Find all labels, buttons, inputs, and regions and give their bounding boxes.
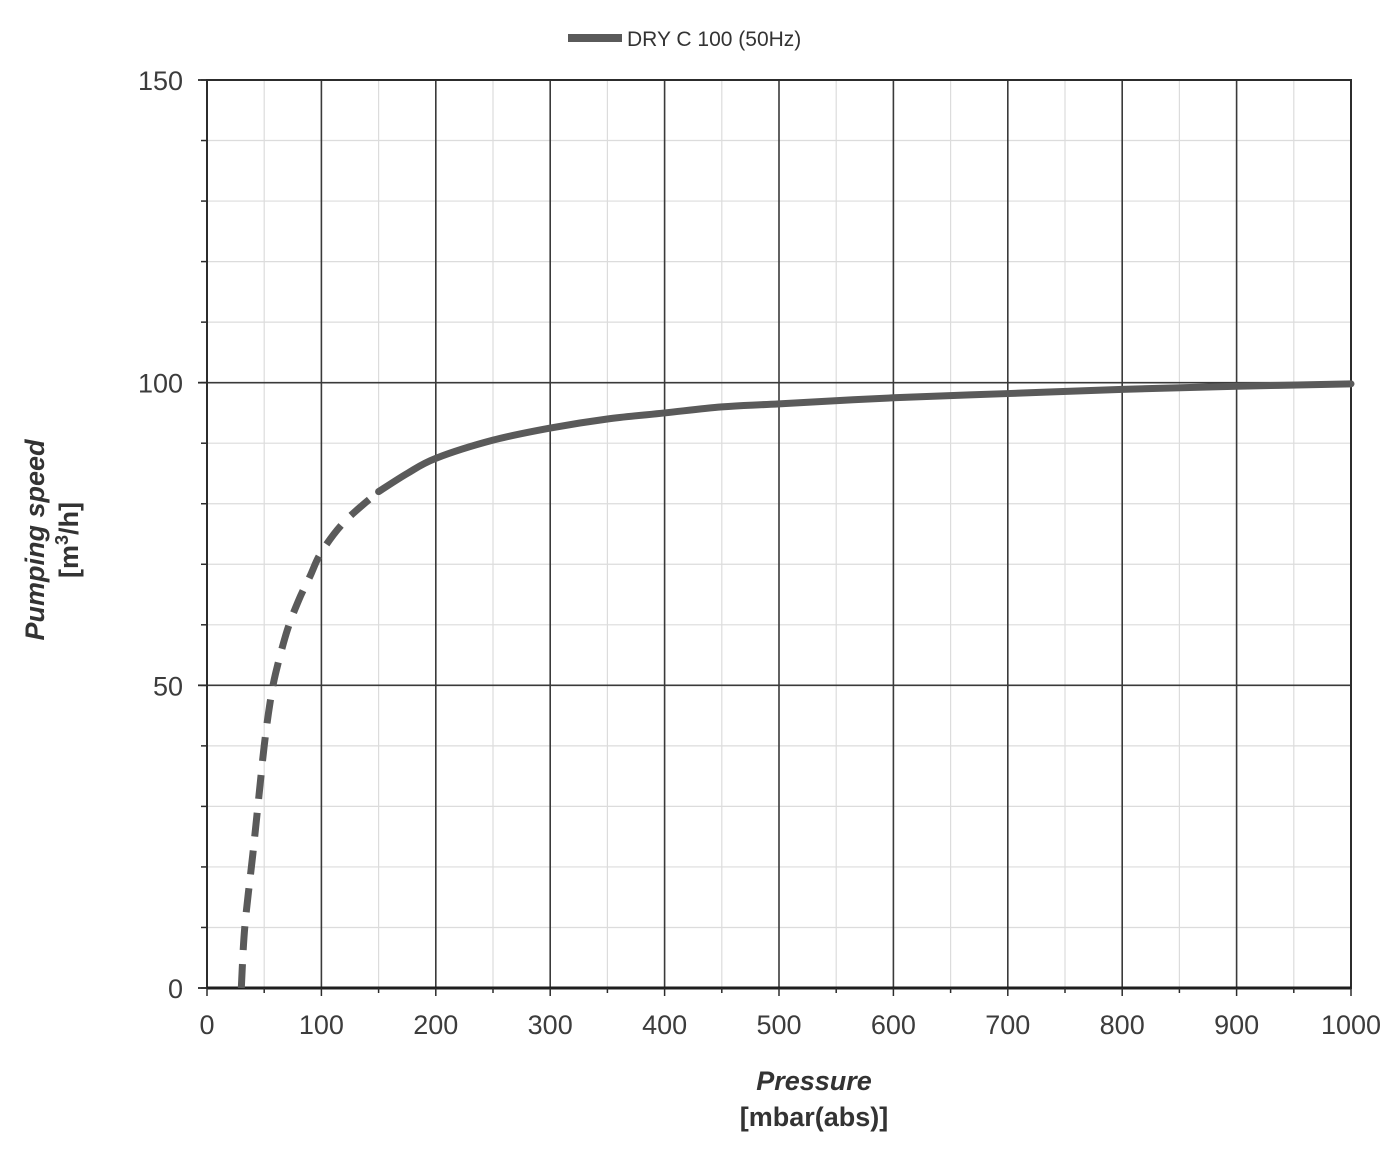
x-tick-label: 400 xyxy=(642,1010,687,1040)
series-line-dashed xyxy=(237,488,381,989)
y-unit-suffix: /h] xyxy=(54,502,84,535)
y-axis-unit-group: [m3/h] xyxy=(52,502,84,578)
y-tick-labels: 0 50 100 150 xyxy=(138,66,183,1004)
y-unit-prefix: [m xyxy=(54,545,84,578)
y-axis-title: Pumping speed xyxy=(20,439,50,641)
x-tick-label: 700 xyxy=(985,1010,1030,1040)
x-tick-label: 0 xyxy=(199,1010,214,1040)
series-line-solid xyxy=(375,380,1355,496)
y-tick-label: 150 xyxy=(138,66,183,96)
series-layer xyxy=(237,380,1355,989)
legend: DRY C 100 (50Hz) xyxy=(568,28,801,51)
x-tick-labels: 0 100 200 300 400 500 600 700 800 900 1000 xyxy=(199,1010,1381,1040)
x-tick-label: 900 xyxy=(1214,1010,1259,1040)
y-unit-superscript: 3 xyxy=(52,535,72,545)
x-axis-title: Pressure xyxy=(756,1066,872,1096)
plot-frame xyxy=(198,79,1352,996)
x-tick-label: 600 xyxy=(871,1010,916,1040)
y-axis-title-group: Pumping speed xyxy=(20,439,50,641)
x-axis-unit: [mbar(abs)] xyxy=(740,1102,889,1132)
y-axis-unit: [m3/h] xyxy=(52,502,84,578)
x-tick-label: 800 xyxy=(1100,1010,1145,1040)
y-tick-label: 50 xyxy=(153,671,183,701)
x-tick-label: 100 xyxy=(299,1010,344,1040)
x-tick-label: 200 xyxy=(413,1010,458,1040)
x-tick-label: 1000 xyxy=(1321,1010,1381,1040)
y-tick-label: 100 xyxy=(138,369,183,399)
y-tick-label: 0 xyxy=(168,974,183,1004)
x-tick-label: 500 xyxy=(756,1010,801,1040)
legend-label: DRY C 100 (50Hz) xyxy=(627,28,801,51)
x-tick-label: 300 xyxy=(528,1010,573,1040)
